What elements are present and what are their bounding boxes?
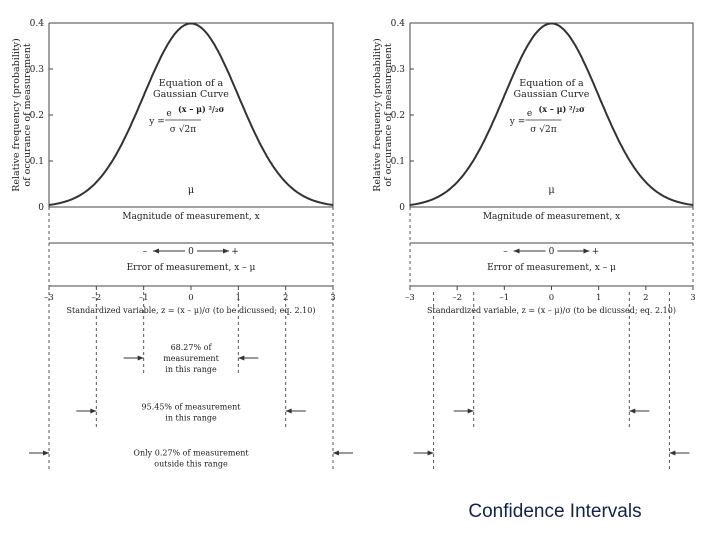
error-axis-label: Error of measurement, x – μ bbox=[487, 263, 616, 273]
error-axis-label: Error of measurement, x – μ bbox=[127, 263, 256, 273]
error-arrow-right-head bbox=[583, 248, 590, 254]
y-tick-label: 0.2 bbox=[391, 111, 405, 121]
mu-label: μ bbox=[188, 185, 195, 196]
gaussian-figures: 0 0.1 0.2 0.3 0.4 Relative frequency (probabi… bbox=[11, 19, 696, 469]
y-axis-label: of occurance of measurement bbox=[383, 43, 394, 186]
range-caption: outside this range bbox=[154, 460, 228, 469]
range-caption: 68.27% of bbox=[171, 343, 213, 352]
mu-label: μ bbox=[548, 185, 555, 196]
range-arrow-right-head bbox=[285, 408, 292, 414]
y-tick-label: 0.1 bbox=[30, 157, 44, 167]
standardized-tick-label: –1 bbox=[499, 293, 509, 303]
error-arrow-right-head bbox=[223, 248, 229, 254]
error-axis-plus: + bbox=[592, 247, 600, 257]
range-arrow-left-head bbox=[43, 450, 49, 456]
plot-frame bbox=[49, 22, 334, 208]
range-caption: in this range bbox=[165, 414, 217, 423]
range-arrow-right-head bbox=[333, 450, 339, 456]
standardized-tick-label: –3 bbox=[405, 293, 415, 303]
equation-heading: Equation of a bbox=[519, 78, 584, 89]
equation-heading: Equation of a bbox=[159, 78, 224, 89]
standardized-tick-label: 0 bbox=[188, 293, 193, 303]
range-caption: 95.45% of measurement bbox=[142, 403, 242, 412]
equation-lhs: y = bbox=[509, 117, 526, 127]
equation-heading: Gaussian Curve bbox=[514, 89, 590, 100]
range-caption: measurement bbox=[163, 354, 219, 363]
standardized-axis-label: Standardized variable, z = (x – μ)/σ (to… bbox=[67, 306, 316, 315]
range-arrow-right-head bbox=[238, 355, 245, 361]
gaussian-curve-series bbox=[48, 22, 334, 206]
equation-denominator: σ √2π bbox=[530, 124, 556, 135]
equation-numerator: e bbox=[166, 109, 171, 119]
equation-exponent: (x – μ) ²/₂σ bbox=[178, 104, 224, 114]
y-axis-label: Relative frequency (probability) bbox=[372, 38, 383, 192]
error-axis-plus: + bbox=[231, 247, 239, 257]
slide-title: Confidence Intervals bbox=[468, 501, 642, 522]
critical-arrow-left-head bbox=[467, 408, 474, 414]
standardized-tick-label: 1 bbox=[596, 293, 601, 303]
x-axis-label: Magnitude of measurement, x bbox=[483, 212, 620, 222]
standardized-tick-label: 0 bbox=[549, 293, 554, 303]
y-tick-label: 0.2 bbox=[30, 111, 44, 121]
plot-frame bbox=[410, 22, 694, 208]
range-arrow-left-head bbox=[137, 355, 144, 361]
y-tick-label: 0.3 bbox=[30, 65, 45, 75]
y-tick-label: 0.3 bbox=[391, 65, 406, 75]
y-tick-label: 0 bbox=[399, 203, 405, 213]
equation-exponent: (x – μ) ²/₂σ bbox=[539, 104, 585, 114]
y-tick-label: 0.4 bbox=[30, 19, 45, 29]
equation-lhs: y = bbox=[148, 117, 165, 127]
equation-denominator: σ √2π bbox=[170, 124, 196, 135]
critical-arrow-right-head bbox=[669, 450, 676, 456]
critical-arrow-right-head bbox=[629, 408, 636, 414]
error-axis-minus: – bbox=[503, 247, 508, 257]
equation-numerator: e bbox=[527, 109, 532, 119]
error-arrow-left-head bbox=[153, 248, 159, 254]
gaussian-curve-series bbox=[409, 22, 694, 206]
y-axis-label: Relative frequency (probability) bbox=[11, 38, 22, 192]
range-caption: in this range bbox=[165, 365, 217, 374]
standardized-axis-label: Standardized variable, z = (x – μ)/σ (to… bbox=[427, 306, 676, 315]
error-axis-zero: 0 bbox=[549, 247, 555, 257]
equation-heading: Gaussian Curve bbox=[153, 89, 229, 100]
error-axis-zero: 0 bbox=[188, 247, 194, 257]
standardized-tick-label: –2 bbox=[452, 293, 462, 303]
y-axis-label: of occurance of measurement bbox=[22, 43, 33, 186]
critical-arrow-left-head bbox=[427, 450, 434, 456]
error-arrow-left-head bbox=[513, 248, 520, 254]
standardized-tick-label: 2 bbox=[643, 293, 648, 303]
error-axis-minus: – bbox=[143, 247, 148, 257]
y-tick-label: 0 bbox=[38, 203, 44, 213]
y-tick-label: 0.1 bbox=[391, 157, 405, 167]
standardized-tick-label: 3 bbox=[690, 293, 695, 303]
range-caption: Only 0.27% of measurement bbox=[133, 449, 249, 458]
range-arrow-left-head bbox=[90, 408, 97, 414]
x-axis-label: Magnitude of measurement, x bbox=[122, 212, 259, 222]
y-tick-label: 0.4 bbox=[391, 19, 406, 29]
